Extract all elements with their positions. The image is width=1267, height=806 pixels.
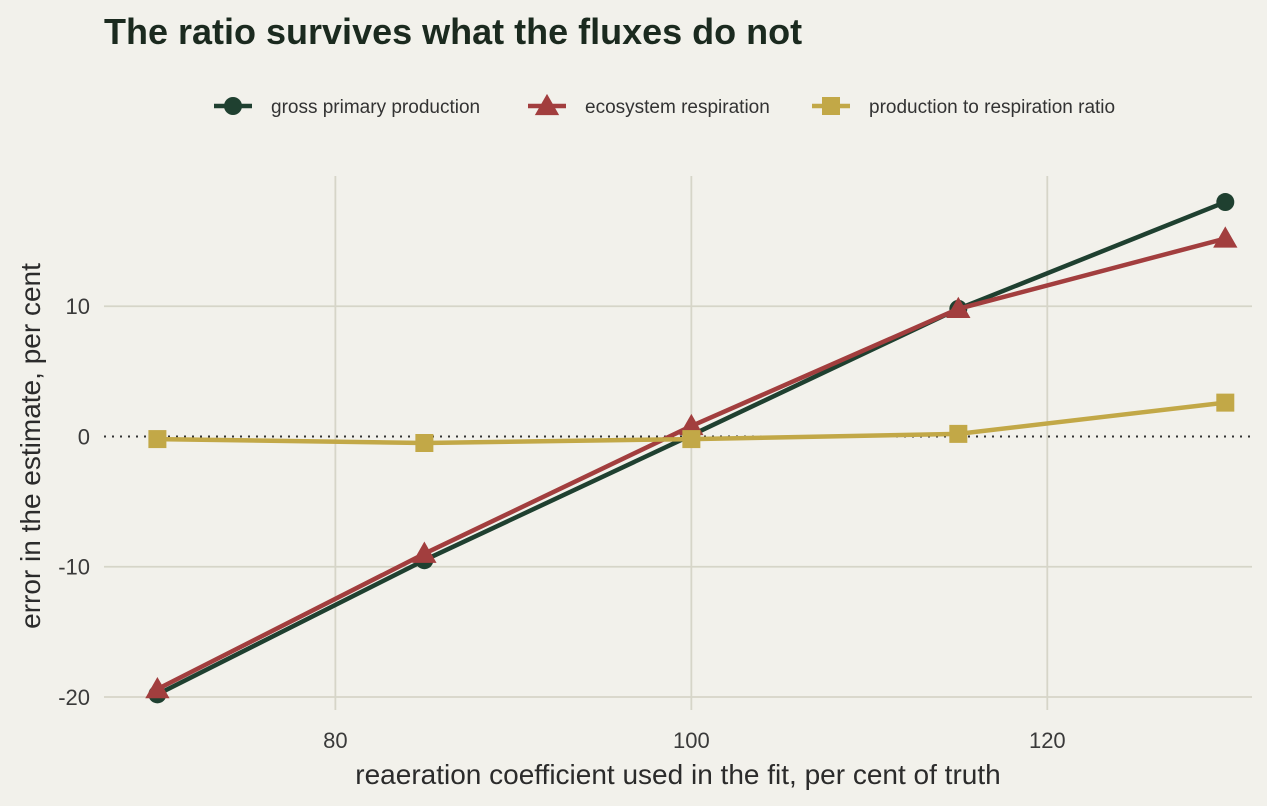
- y-axis-title: error in the estimate, per cent: [15, 263, 46, 629]
- data-point: [682, 430, 701, 449]
- x-tick-label: 120: [1029, 728, 1066, 753]
- legend-marker: [224, 97, 242, 115]
- data-point: [148, 430, 167, 449]
- data-point: [1216, 393, 1235, 412]
- legend-marker: [534, 93, 560, 116]
- tick-labels: 80 100 120 -20 -10 0 10: [58, 294, 1065, 753]
- legend-marker: [822, 97, 840, 115]
- data-point: [679, 413, 704, 436]
- data-point: [412, 541, 437, 563]
- x-tick-label: 80: [323, 728, 347, 753]
- chart-title: The ratio survives what the fluxes do no…: [104, 11, 802, 52]
- data-point: [946, 296, 971, 318]
- legend-entry: ecosystem respiration: [528, 93, 770, 118]
- y-tick-label: 10: [66, 294, 90, 319]
- data-point: [1216, 193, 1235, 212]
- data-point: [415, 434, 434, 452]
- legend-entry: production to respiration ratio: [812, 97, 1115, 118]
- data-point: [949, 424, 968, 443]
- series-layer: [145, 193, 1238, 704]
- legend: gross primary production ecosystem respir…: [214, 93, 1115, 118]
- data-point: [145, 677, 170, 699]
- y-tick-label: 0: [78, 424, 90, 449]
- x-axis-title: reaeration coefficient used in the fit, …: [355, 759, 1000, 790]
- legend-label: production to respiration ratio: [869, 97, 1115, 118]
- legend-label: ecosystem respiration: [585, 97, 770, 118]
- series-1: [145, 226, 1238, 699]
- y-tick-label: -10: [58, 555, 90, 580]
- series-2: [148, 393, 1235, 452]
- x-tick-label: 100: [673, 728, 710, 753]
- data-point: [1213, 226, 1238, 248]
- legend-label: gross primary production: [271, 97, 480, 118]
- y-tick-label: -20: [58, 685, 90, 710]
- legend-entry: gross primary production: [214, 97, 480, 118]
